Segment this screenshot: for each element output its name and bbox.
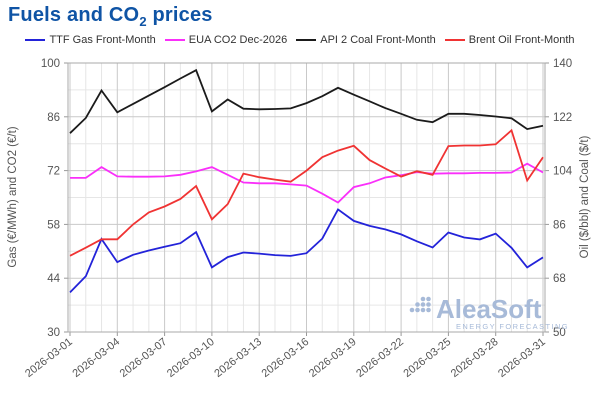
series-line-1 (69, 208, 544, 294)
x-axis-tick-label: 2026-03-25 (402, 336, 454, 380)
watermark-dot (426, 302, 431, 307)
left-axis-tick-label: 100 (41, 58, 60, 70)
series-line-3 (69, 68, 544, 134)
chart-title-subscript: 2 (139, 14, 147, 29)
x-axis-tick-label: 2026-03-16 (260, 336, 312, 380)
legend-label-2: EUA CO2 Dec-2026 (188, 34, 288, 46)
x-axis-tick-label: 2026-03-07 (118, 336, 170, 380)
series-line-4 (69, 128, 544, 257)
watermark-dot (420, 296, 426, 302)
x-axis-tick-label: 2026-03-01 (23, 336, 75, 380)
legend-swatch-2 (164, 39, 185, 41)
left-axis-tick-label: 30 (47, 327, 60, 339)
left-axis-tick-label: 58 (47, 219, 60, 231)
legend-label-1: TTF Gas Front-Month (49, 34, 156, 46)
legend-item-4: Brent Oil Front-Month (444, 34, 575, 46)
x-axis-tick-label: 2026-03-19 (307, 336, 359, 380)
x-axis-tick-label: 2026-03-28 (449, 336, 501, 380)
legend-item-2: EUA CO2 Dec-2026 (164, 34, 288, 46)
legend-item-1: TTF Gas Front-Month (25, 34, 156, 46)
x-axis-tick-label: 2026-03-10 (165, 336, 217, 380)
watermark-dot (415, 307, 420, 313)
legend-swatch-3 (296, 39, 317, 41)
chart-title: Fuels and CO2 prices (8, 4, 213, 29)
watermark-dot (426, 307, 431, 313)
right-axis-title: Oil ($/bbl) and Coal ($/t) (579, 135, 591, 258)
left-axis-tick-label: 44 (47, 273, 60, 285)
right-axis-tick-label: 86 (553, 219, 566, 231)
right-axis-tick-label: 104 (553, 166, 573, 178)
watermark-dot (426, 296, 431, 302)
right-axis-tick-label: 122 (553, 112, 572, 124)
x-axis-tick-label: 2026-03-31 (496, 336, 548, 380)
left-axis-title: Gas (€/MWh) and CO2 (€/t) (7, 126, 19, 267)
watermark-dot (409, 307, 415, 313)
watermark-tagline: ENERGY FORECASTING (456, 322, 569, 331)
legend-label-4: Brent Oil Front-Month (468, 34, 575, 46)
left-axis-tick-label: 72 (47, 166, 60, 178)
watermark-dot (420, 302, 426, 307)
legend-swatch-1 (25, 39, 46, 41)
x-axis-tick-label: 2026-03-04 (70, 336, 122, 380)
watermark-dot (415, 302, 420, 307)
chart-title-suffix: prices (146, 4, 213, 26)
right-axis-tick-label: 140 (553, 58, 572, 70)
watermark-dot (420, 307, 426, 313)
plot-border (67, 62, 546, 333)
legend-label-3: API 2 Coal Front-Month (320, 34, 436, 46)
chart-title-text: Fuels and CO (8, 4, 140, 26)
x-axis-tick-label: 2026-03-13 (212, 336, 264, 380)
watermark-name: AleaSoft (436, 294, 542, 324)
left-axis-tick-label: 86 (47, 112, 60, 124)
x-axis-tick-label: 2026-03-22 (354, 336, 406, 380)
right-axis-tick-label: 68 (553, 273, 566, 285)
legend-swatch-4 (444, 39, 465, 41)
series-line-2 (70, 162, 544, 204)
legend: TTF Gas Front-Month EUA CO2 Dec-2026 API 2… (0, 34, 600, 46)
right-axis-tick-label: 50 (553, 327, 566, 339)
legend-item-3: API 2 Coal Front-Month (296, 34, 436, 46)
